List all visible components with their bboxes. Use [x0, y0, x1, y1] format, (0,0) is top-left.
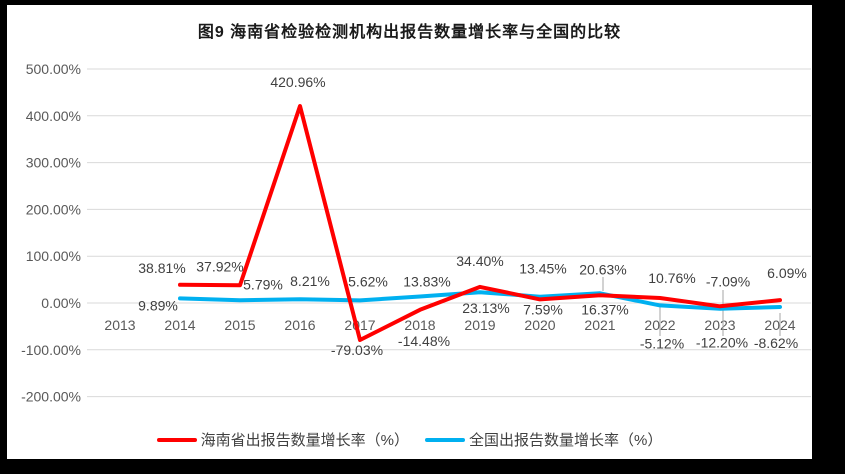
y-axis-tick-label: 100.00% — [26, 248, 81, 264]
legend-item-national: 全国出报告数量增长率（%） — [425, 429, 662, 450]
x-axis-tick-label: 2018 — [404, 317, 435, 333]
x-axis-tick-label: 2023 — [704, 317, 735, 333]
data-point-label: 10.76% — [648, 270, 695, 286]
chart-canvas: 图9 海南省检验检测机构出报告数量增长率与全国的比较 500.00% 400.00… — [7, 5, 812, 459]
legend: 海南省出报告数量增长率（%） 全国出报告数量增长率（%） — [7, 429, 812, 450]
data-point-label: -5.12% — [640, 335, 684, 351]
legend-label-hainan: 海南省出报告数量增长率（%） — [200, 432, 409, 449]
data-point-label: 7.59% — [523, 301, 563, 317]
data-point-label: 20.63% — [579, 261, 626, 277]
y-axis-tick-label: 0.00% — [41, 295, 81, 311]
data-point-label: 8.21% — [290, 273, 330, 289]
x-axis-tick-label: 2013 — [104, 317, 135, 333]
data-point-label: 6.09% — [767, 265, 807, 281]
data-point-label: 13.45% — [519, 261, 566, 277]
x-axis-tick-label: 2021 — [584, 317, 615, 333]
x-axis-tick-label: 2017 — [344, 317, 375, 333]
data-point-label: -14.48% — [398, 333, 450, 349]
data-point-label: -8.62% — [754, 335, 798, 351]
x-axis-tick-label: 2015 — [224, 317, 255, 333]
data-point-label: 37.92% — [196, 258, 243, 274]
data-point-label: 38.81% — [138, 260, 185, 276]
x-axis-tick-label: 2014 — [164, 317, 195, 333]
data-point-label: 420.96% — [270, 74, 325, 90]
data-point-label: 23.13% — [462, 300, 509, 316]
y-axis-tick-label: -100.00% — [21, 342, 81, 358]
legend-label-national: 全国出报告数量增长率（%） — [469, 432, 663, 449]
data-point-label: 5.62% — [348, 273, 388, 289]
hainan-series-swatch-icon — [156, 437, 197, 442]
data-point-label: -12.20% — [696, 335, 748, 351]
data-point-label: 5.79% — [243, 276, 283, 292]
y-axis-tick-label: 200.00% — [26, 201, 81, 217]
y-axis-tick-label: 500.00% — [26, 61, 81, 77]
hainan-series-line — [178, 104, 782, 342]
data-point-label: 9.89% — [138, 297, 178, 313]
chart-title: 图9 海南省检验检测机构出报告数量增长率与全国的比较 — [197, 24, 622, 41]
data-point-label: 13.83% — [403, 274, 450, 290]
x-axis-tick-label: 2019 — [464, 317, 495, 333]
y-axis-tick-label: 400.00% — [26, 108, 81, 124]
x-axis-tick-label: 2016 — [284, 317, 315, 333]
data-point-label: 34.40% — [456, 253, 503, 269]
y-axis-tick-label: -200.00% — [21, 389, 81, 405]
national-series-swatch-icon — [425, 437, 465, 442]
x-axis-tick-label: 2020 — [524, 317, 555, 333]
national-series-line — [178, 290, 782, 311]
y-axis-tick-label: 300.00% — [26, 155, 81, 171]
legend-item-hainan: 海南省出报告数量增长率（%） — [156, 429, 409, 450]
data-point-label: -79.03% — [331, 342, 383, 358]
data-point-label: -7.09% — [706, 273, 750, 289]
data-point-label: 16.37% — [581, 301, 628, 317]
line-chart: 500.00% 400.00% 300.00% 200.00% 100.00% 0.00%… — [21, 61, 811, 405]
